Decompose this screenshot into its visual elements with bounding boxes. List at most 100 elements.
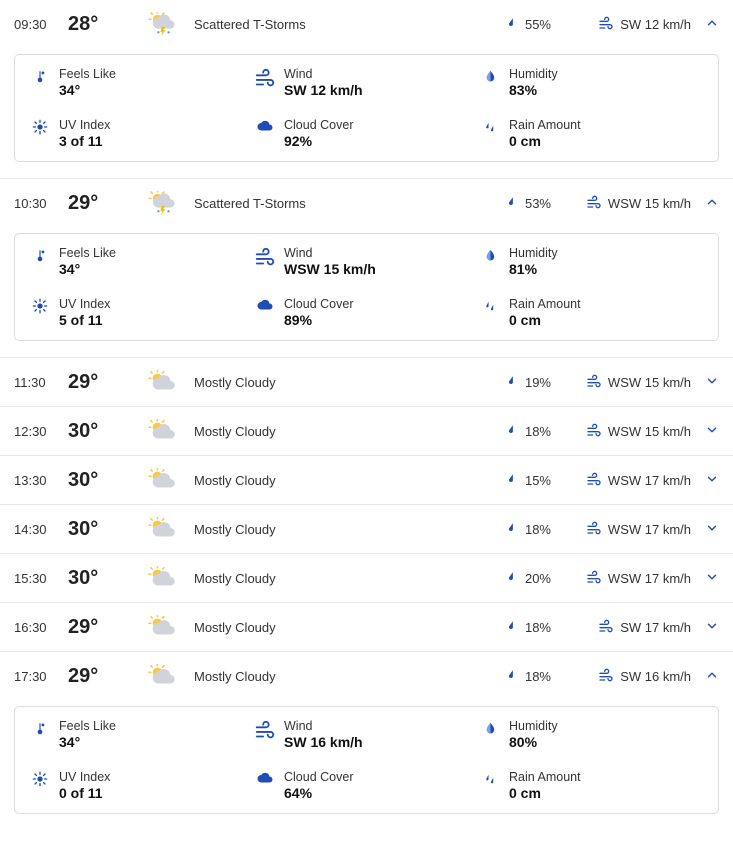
value-humidity: 81%	[509, 261, 558, 277]
raindrop-icon	[503, 521, 519, 537]
hour-wind: WSW 17 km/h	[551, 472, 691, 488]
label-uv: UV Index	[59, 770, 110, 784]
wind-icon	[598, 668, 614, 684]
hour-precip-value: 18%	[525, 620, 551, 635]
hour-time: 10:30	[14, 196, 68, 211]
detail-humidity: Humidity 83%	[479, 67, 704, 98]
hour-wind: SW 17 km/h	[551, 619, 691, 635]
expand-toggle[interactable]	[691, 472, 719, 489]
hour-row[interactable]: 09:30 28° Scattered T-Storms 55% SW 12 k…	[0, 0, 733, 48]
expand-toggle[interactable]	[691, 570, 719, 587]
hour-condition: Mostly Cloudy	[194, 424, 276, 439]
hour-wind: WSW 15 km/h	[551, 423, 691, 439]
hour-row[interactable]: 10:30 29° Scattered T-Storms 53% WSW 15 …	[0, 178, 733, 227]
value-rain: 0 cm	[509, 785, 581, 801]
wind-icon	[254, 719, 276, 742]
hour-time: 17:30	[14, 669, 68, 684]
mostly-cloudy-icon	[148, 370, 178, 394]
detail-uv: UV Index 5 of 11	[29, 297, 254, 328]
detail-uv: UV Index 3 of 11	[29, 118, 254, 149]
hour-wind-value: SW 17 km/h	[620, 620, 691, 635]
hour-time: 13:30	[14, 473, 68, 488]
expand-toggle[interactable]	[691, 16, 719, 33]
detail-humidity: Humidity 81%	[479, 246, 704, 277]
raindrop-icon	[503, 570, 519, 586]
wind-icon	[586, 195, 602, 211]
hour-details-card: Feels Like 34° Wind SW 16 km/h Humidity	[14, 706, 719, 814]
label-uv: UV Index	[59, 297, 110, 311]
label-wind: Wind	[284, 67, 363, 81]
hour-condition: Mostly Cloudy	[194, 669, 276, 684]
value-wind: WSW 15 km/h	[284, 261, 376, 277]
detail-uv: UV Index 0 of 11	[29, 770, 254, 801]
expand-toggle[interactable]	[691, 374, 719, 391]
wind-icon	[598, 619, 614, 635]
wind-icon	[586, 423, 602, 439]
sun-icon	[29, 297, 51, 314]
wind-icon	[598, 16, 614, 32]
hour-wind-value: WSW 17 km/h	[608, 571, 691, 586]
hour-precip-value: 53%	[525, 196, 551, 211]
hour-precip-value: 19%	[525, 375, 551, 390]
hour-row[interactable]: 11:30 29° Mostly Cloudy 19% WSW 15 km/h	[0, 357, 733, 406]
raindrop-icon	[503, 374, 519, 390]
humidity-icon	[479, 67, 501, 85]
value-cloud: 92%	[284, 133, 353, 149]
rain-amount-icon	[479, 770, 501, 789]
wind-icon	[254, 67, 276, 90]
hour-row[interactable]: 16:30 29° Mostly Cloudy 18% SW 17 km/h	[0, 602, 733, 651]
hour-condition: Mostly Cloudy	[194, 375, 276, 390]
chevron-down-icon	[705, 621, 719, 636]
wind-icon	[586, 472, 602, 488]
hour-wind: WSW 15 km/h	[551, 374, 691, 390]
expand-toggle[interactable]	[691, 619, 719, 636]
label-feels-like: Feels Like	[59, 719, 116, 733]
value-feels-like: 34°	[59, 734, 116, 750]
mostly-cloudy-icon	[148, 664, 178, 688]
hour-temp: 30°	[68, 420, 148, 443]
label-cloud: Cloud Cover	[284, 770, 353, 784]
hour-row[interactable]: 13:30 30° Mostly Cloudy 15% WSW 17 km/h	[0, 455, 733, 504]
detail-rain: Rain Amount 0 cm	[479, 297, 704, 328]
hour-time: 12:30	[14, 424, 68, 439]
rain-amount-icon	[479, 297, 501, 316]
hour-time: 09:30	[14, 17, 68, 32]
hour-row[interactable]: 12:30 30° Mostly Cloudy 18% WSW 15 km/h	[0, 406, 733, 455]
value-feels-like: 34°	[59, 261, 116, 277]
value-cloud: 64%	[284, 785, 353, 801]
hour-temp: 29°	[68, 192, 148, 215]
mostly-cloudy-icon	[148, 419, 178, 443]
label-humidity: Humidity	[509, 719, 558, 733]
hour-precip-value: 20%	[525, 571, 551, 586]
label-humidity: Humidity	[509, 67, 558, 81]
chevron-down-icon	[705, 474, 719, 489]
hour-temp: 30°	[68, 518, 148, 541]
hour-row[interactable]: 17:30 29° Mostly Cloudy 18% SW 16 km/h	[0, 651, 733, 700]
hour-row[interactable]: 14:30 30° Mostly Cloudy 18% WSW 17 km/h	[0, 504, 733, 553]
expand-toggle[interactable]	[691, 195, 719, 212]
wind-icon	[586, 521, 602, 537]
hour-precip: 53%	[487, 195, 551, 211]
expand-toggle[interactable]	[691, 521, 719, 538]
detail-feels-like: Feels Like 34°	[29, 719, 254, 750]
hour-time: 16:30	[14, 620, 68, 635]
expand-toggle[interactable]	[691, 423, 719, 440]
hour-details-card: Feels Like 34° Wind WSW 15 km/h Humidity	[14, 233, 719, 341]
raindrop-icon	[503, 16, 519, 32]
hour-condition: Mostly Cloudy	[194, 571, 276, 586]
value-rain: 0 cm	[509, 312, 581, 328]
raindrop-icon	[503, 668, 519, 684]
expand-toggle[interactable]	[691, 668, 719, 685]
value-humidity: 83%	[509, 82, 558, 98]
cloud-icon	[254, 770, 276, 785]
hour-precip-value: 55%	[525, 17, 551, 32]
value-wind: SW 16 km/h	[284, 734, 363, 750]
chevron-down-icon	[705, 572, 719, 587]
hour-row[interactable]: 15:30 30° Mostly Cloudy 20% WSW 17 km/h	[0, 553, 733, 602]
detail-cloud: Cloud Cover 92%	[254, 118, 479, 149]
mostly-cloudy-icon	[148, 517, 178, 541]
detail-rain: Rain Amount 0 cm	[479, 118, 704, 149]
hour-precip: 18%	[487, 668, 551, 684]
detail-humidity: Humidity 80%	[479, 719, 704, 750]
hour-time: 15:30	[14, 571, 68, 586]
